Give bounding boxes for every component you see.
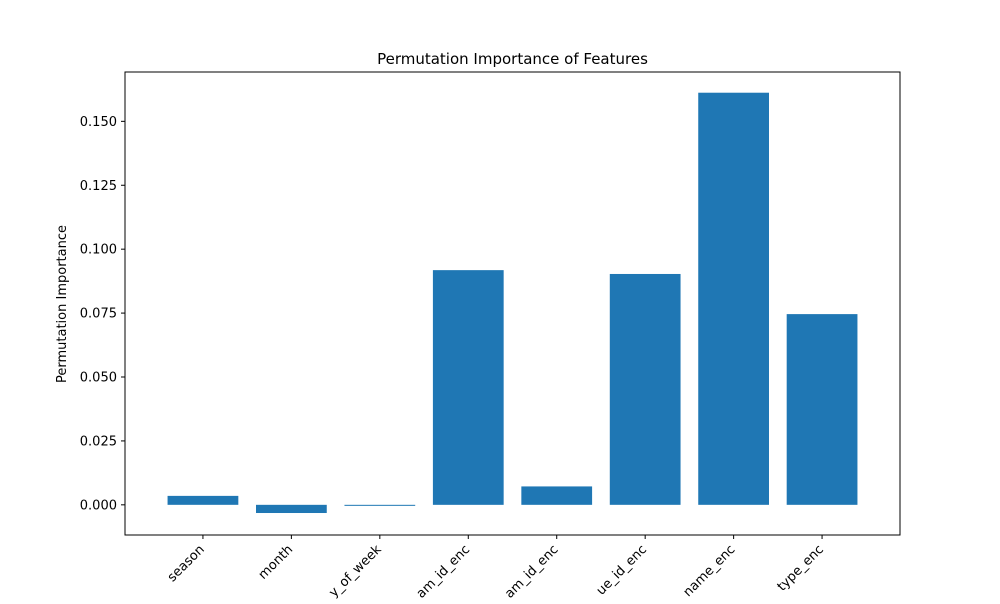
x-tick-label: am_id_enc	[502, 542, 561, 600]
bar-3	[432, 270, 504, 505]
x-tick-label: type_enc	[775, 542, 827, 594]
x-axis-ticks: season month y_of_week am_id_enc am_id_enc ue…	[165, 535, 827, 602]
y-tick-label: 0.050	[80, 371, 117, 386]
y-tick-label: 0.025	[80, 434, 117, 449]
chart-title: Permutation Importance of Features	[377, 50, 648, 68]
x-tick-label: name_enc	[681, 542, 739, 600]
x-tick-label: month	[256, 542, 296, 582]
y-tick-label: 0.125	[80, 179, 117, 194]
plot-area-frame	[124, 71, 901, 536]
y-tick-label: 0.100	[80, 243, 117, 258]
bar-4	[521, 486, 593, 505]
x-tick-label: season	[165, 542, 208, 585]
y-axis-ticks: 0.000 0.025 0.050 0.075 0.100 0.125 0.150	[80, 115, 125, 513]
bar-5	[609, 273, 681, 505]
y-tick-label: 0.150	[80, 115, 117, 130]
bar-6	[698, 92, 769, 505]
bar-2	[344, 504, 416, 506]
y-tick-label: 0.000	[80, 498, 117, 513]
bar-0	[167, 495, 239, 505]
x-tick-label: ue_id_enc	[594, 542, 650, 598]
y-axis-label: Permutation Importance	[55, 225, 70, 383]
x-tick-label: am_id_enc	[414, 542, 473, 600]
bars-layer	[167, 92, 858, 514]
y-tick-label: 0.075	[80, 307, 117, 322]
bar-7	[786, 314, 858, 505]
x-tick-label: y_of_week	[326, 542, 385, 600]
bar-1	[256, 504, 327, 514]
